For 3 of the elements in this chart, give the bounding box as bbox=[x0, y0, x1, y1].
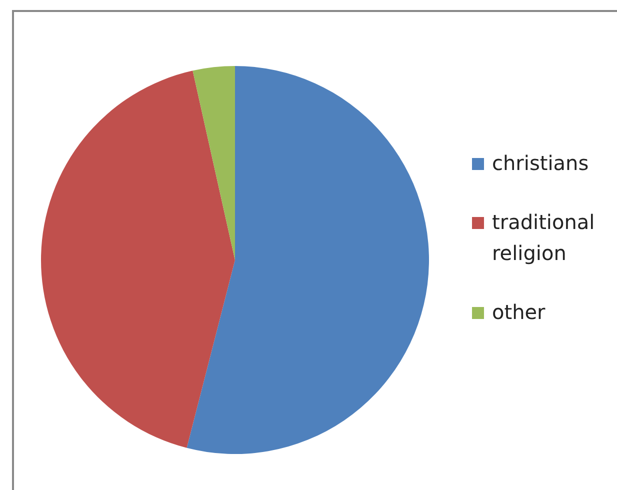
legend-label: christians bbox=[492, 150, 589, 177]
legend-label: other bbox=[492, 299, 546, 326]
legend-label: traditional religion bbox=[492, 209, 596, 267]
